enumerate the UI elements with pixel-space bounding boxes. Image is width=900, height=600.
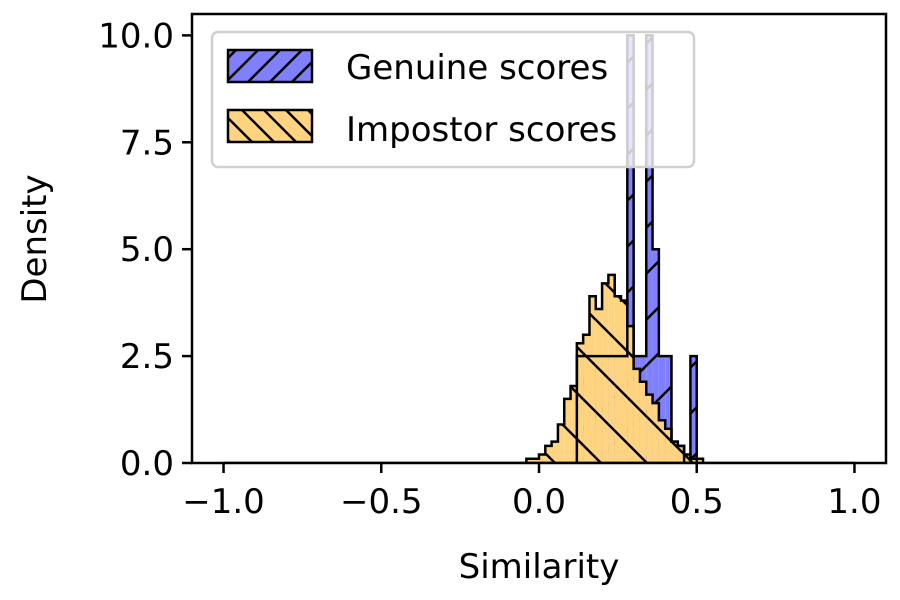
bar-hatch-impostor-scores-21 [658,420,666,463]
bar-hatch-impostor-scores-15 [621,300,628,463]
bar-hatch-impostor-scores-6 [564,398,571,463]
legend-swatch-genuine-hatch [228,50,312,82]
bar-hatch-genuine-scores-12 [652,249,659,463]
bar-hatch-impostor-scores-13 [608,274,615,463]
y-tick-label: 7.5 [120,123,174,163]
legend-frame [210,30,696,169]
bar-hatch-impostor-scores-11 [595,309,603,463]
legend-item-impostor: Impostor scores [226,108,617,150]
outline-impostor-scores [525,273,705,463]
bar-hatch-impostor-scores-7 [570,386,577,463]
bar-hatch-genuine-scores-11 [646,35,653,463]
legend-swatch-impostor-hatch [228,110,312,142]
bar-hatch-impostor-scores-5 [557,424,565,463]
series-layer [223,34,855,463]
bar-hatch-impostor-scores-4 [551,441,558,463]
bar-hatch-impostor-scores-26 [690,458,697,463]
bar-hatch-genuine-scores-8 [627,35,634,463]
bar-hatch-genuine-scores-13 [658,356,666,463]
bar-hatch-impostor-scores-9 [583,334,590,463]
bar-hatch-impostor-scores-12 [602,283,609,463]
x-tick-label: −1.0 [182,482,265,522]
x-tick-label: 1.0 [827,482,881,522]
x-tick-label: −0.5 [340,482,423,522]
legend: Genuine scores Impostor scores [210,30,696,169]
bar-hatch-impostor-scores-14 [614,296,622,463]
bar-hatch-impostor-scores-20 [652,403,659,463]
legend-label-genuine: Genuine scores [346,48,608,88]
y-tick-label: 0.0 [120,444,174,484]
x-tick-label: 0.0 [512,482,566,522]
bar-hatch-impostor-scores-16 [627,326,634,463]
bar-hatch-impostor-scores-22 [665,428,672,463]
y-axis: 0.0 2.5 5.0 7.5 10.0 [98,16,192,484]
bar-hatch-impostor-scores-10 [589,296,596,463]
bar-hatch-impostor-scores-1 [532,458,539,463]
bar-hatch-impostor-scores-17 [633,368,640,463]
bar-hatch-impostor-scores-23 [671,441,678,463]
y-tick-label: 2.5 [120,337,174,377]
y-axis-label: Density [15,174,55,303]
bar-hatch-impostor-scores-19 [646,394,653,463]
x-axis: −1.0 −0.5 0.0 0.5 1.0 [182,463,881,522]
bar-hatch-impostor-scores-3 [545,445,552,463]
y-tick-label: 10.0 [98,16,174,56]
x-axis-label: Similarity [459,547,620,587]
bar-hatch-genuine-scores-18 [690,356,697,463]
bar-hatch-impostor-scores-18 [639,381,647,463]
bar-hatch-impostor-scores-2 [539,454,546,463]
bar-hatch-impostor-scores-0 [526,458,533,463]
bar-hatch-genuine-scores-14 [665,356,672,463]
bar-hatch-impostor-scores-25 [684,454,691,463]
hatch-impostor-scores [526,274,704,463]
x-tick-label: 0.5 [670,482,724,522]
bar-hatch-impostor-scores-27 [696,458,704,463]
bar-hatch-impostor-scores-8 [576,343,584,463]
y-tick-label: 5.0 [120,230,174,270]
legend-label-impostor: Impostor scores [346,110,617,150]
legend-item-genuine: Genuine scores [226,48,608,88]
bar-hatch-impostor-scores-24 [677,445,685,463]
